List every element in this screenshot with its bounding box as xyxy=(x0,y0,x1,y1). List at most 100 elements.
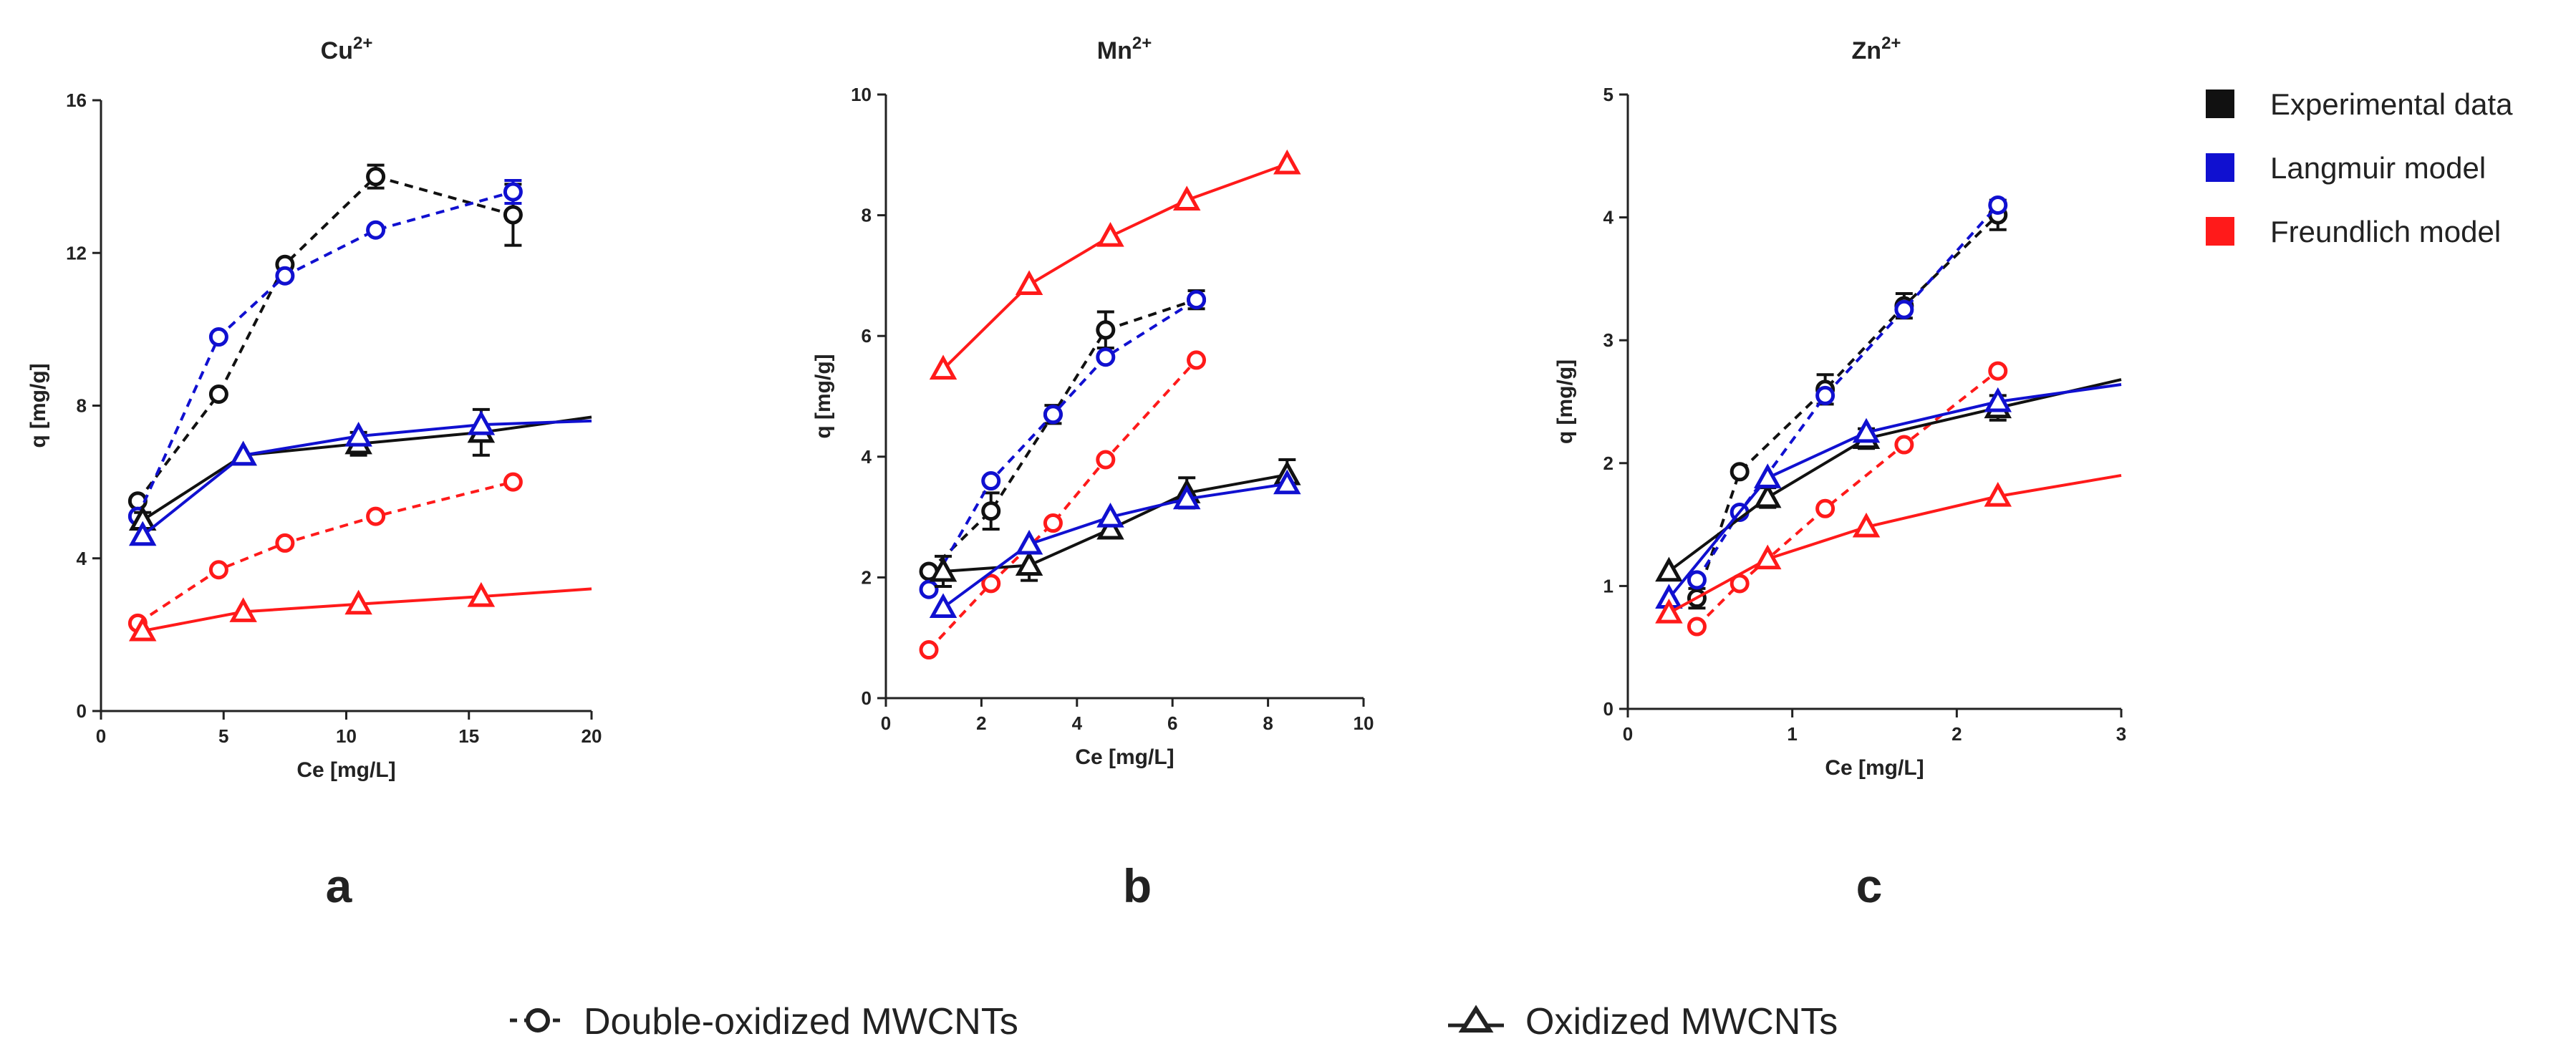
y-tick-label: 4 xyxy=(1603,207,1614,228)
x-axis-title: Ce [mg/L] xyxy=(1825,756,1924,780)
legend-label-double-oxidized: Double-oxidized MWCNTs xyxy=(584,1001,1018,1043)
data-series xyxy=(1687,198,2008,610)
circle-marker xyxy=(1187,290,1207,310)
circle-marker xyxy=(1894,435,1914,455)
triangle-marker xyxy=(1172,484,1201,510)
circle-marker xyxy=(208,385,228,405)
data-series xyxy=(1687,361,2008,637)
marker-legend: Double-oxidized MWCNTs Oxidized MWCNTs xyxy=(510,1001,1838,1043)
circle-marker xyxy=(981,471,1001,491)
legend-swatch-langmuir xyxy=(2206,153,2234,182)
x-tick-label: 0 xyxy=(1623,723,1633,745)
data-series xyxy=(929,149,1301,380)
panel-title-superscript: 2+ xyxy=(1132,34,1152,53)
y-tick-label: 6 xyxy=(862,325,872,347)
y-tick-label: 4 xyxy=(862,446,872,468)
triangle-marker xyxy=(1753,544,1782,570)
circle-marker xyxy=(1894,299,1914,319)
triangle-marker xyxy=(1096,514,1124,540)
triangle-marker xyxy=(929,593,957,619)
circle-marker xyxy=(1815,385,1835,405)
y-tick-label: 8 xyxy=(862,205,872,226)
panel-title-element: Zn xyxy=(1852,37,1882,64)
circle-marker xyxy=(1043,405,1063,425)
x-tick-label: 3 xyxy=(2116,723,2126,745)
x-tick-label: 1 xyxy=(1787,723,1797,745)
y-tick-label: 0 xyxy=(862,687,872,709)
y-axis-title: q [mg/g] xyxy=(811,354,835,438)
color-legend: Experimental data Langmuir model Freundl… xyxy=(2206,87,2513,248)
triangle-marker xyxy=(344,589,372,615)
circle-marker xyxy=(1043,513,1063,533)
data-series xyxy=(1655,378,2122,582)
data-series xyxy=(929,469,1301,619)
data-series xyxy=(1655,473,2122,624)
y-tick-label: 3 xyxy=(1603,329,1613,351)
data-series xyxy=(1655,382,2122,609)
panel-label: b xyxy=(1123,859,1152,912)
legend-label-langmuir: Langmuir model xyxy=(2270,151,2486,185)
legend-label-freundlich: Freundlich model xyxy=(2270,215,2501,248)
circle-marker xyxy=(1815,498,1835,518)
series-line xyxy=(136,175,513,502)
x-tick-label: 10 xyxy=(336,725,357,747)
y-tick-label: 2 xyxy=(862,566,872,588)
circle-marker xyxy=(366,167,386,187)
series-line xyxy=(927,359,1198,651)
panel-title-superscript: 2+ xyxy=(1881,34,1901,53)
triangle-marker xyxy=(1655,599,1683,624)
panel-title: Zn2+ xyxy=(1852,34,1901,64)
circle-marker xyxy=(1096,320,1116,340)
triangle-marker xyxy=(229,440,257,466)
y-tick-label: 0 xyxy=(1603,698,1613,720)
triangle-marker xyxy=(128,616,157,642)
series-line xyxy=(1695,213,1999,599)
triangle-marker xyxy=(467,410,496,435)
series-line xyxy=(137,480,513,625)
series-line xyxy=(927,298,1197,573)
panel-label: c xyxy=(1856,859,1883,912)
x-axis-title: Ce [mg/L] xyxy=(296,758,395,782)
triangle-marker xyxy=(1273,149,1301,175)
x-tick-label: 8 xyxy=(1263,712,1273,734)
x-tick-label: 0 xyxy=(96,725,106,747)
triangle-marker xyxy=(1852,512,1881,538)
panel-mn: 0 2 4 6 8 10 0 2 4 6 8 10 Ce [mg/L] q [mg/g] Mn2+ b xyxy=(811,34,1374,912)
triangle-marker xyxy=(1273,469,1301,495)
data-series xyxy=(919,289,1207,581)
triangle-marker xyxy=(1852,417,1881,443)
x-tick-label: 0 xyxy=(881,712,891,734)
x-tick-label: 5 xyxy=(218,725,228,747)
circle-marker xyxy=(919,579,939,599)
triangle-marker xyxy=(1015,551,1043,576)
triangle-marker xyxy=(1015,270,1043,296)
legend-swatch-experimental xyxy=(2206,90,2234,118)
panel-cu: 0 4 8 12 16 0 5 10 15 20 Ce [mg/L] q [mg/g] Cu2+ a xyxy=(26,34,602,912)
circle-marker xyxy=(1988,361,2008,381)
data-series xyxy=(919,290,1207,599)
circle-marker xyxy=(275,533,295,553)
circle-marker xyxy=(1687,617,1707,637)
y-tick-label: 0 xyxy=(77,700,87,722)
circle-marker xyxy=(981,501,1001,521)
y-axis-title: q [mg/g] xyxy=(26,363,50,448)
data-series xyxy=(127,178,523,526)
y-tick-label: 2 xyxy=(1603,453,1613,474)
data-series xyxy=(128,407,592,531)
circle-marker xyxy=(503,205,523,225)
legend-marker-oxidized xyxy=(1448,1005,1504,1033)
x-tick-label: 2 xyxy=(976,712,986,734)
data-series xyxy=(128,410,592,546)
circle-marker xyxy=(208,327,228,347)
triangle-marker xyxy=(929,556,957,582)
circle-marker xyxy=(1187,350,1207,370)
circle-marker xyxy=(1730,462,1750,482)
x-tick-label: 4 xyxy=(1072,712,1083,734)
panel-zn: 0 1 2 3 4 5 0 1 2 3 Ce [mg/L] q [mg/g] Zn2+ c xyxy=(1553,34,2126,912)
data-series xyxy=(128,581,592,642)
x-tick-label: 15 xyxy=(458,725,479,747)
circle-marker xyxy=(503,472,523,492)
series-line xyxy=(1667,382,2122,599)
triangle-marker xyxy=(1753,463,1782,488)
x-tick-label: 20 xyxy=(582,725,602,747)
